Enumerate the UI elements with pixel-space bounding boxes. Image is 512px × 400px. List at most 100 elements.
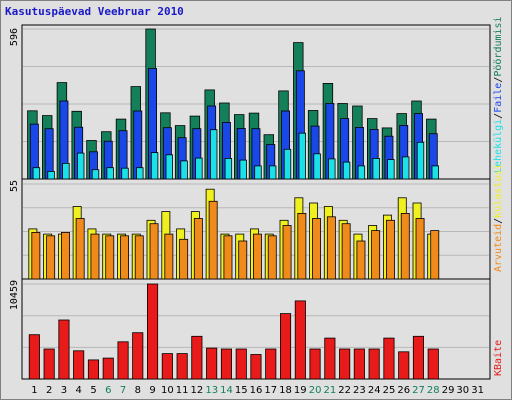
bar-kbaite-day-1 <box>28 334 40 380</box>
day-label-29: 29 <box>442 385 455 396</box>
bar-arvuteid-day-14 <box>223 235 233 280</box>
legend-bottom: KBaite <box>493 340 504 376</box>
legend-sites: Arvuteid <box>493 224 504 272</box>
day-label-18: 18 <box>279 385 292 396</box>
day-label-3: 3 <box>61 385 67 396</box>
bar-arvuteid-day-1 <box>31 231 41 280</box>
bar-lehekülgi-day-7 <box>121 167 129 180</box>
bar-arvuteid-day-6 <box>105 235 115 280</box>
bar-kbaite-day-3 <box>58 319 70 380</box>
bar-kbaite-day-5 <box>87 359 100 380</box>
bar-arvuteid-day-10 <box>164 233 174 280</box>
bars-layer <box>27 28 440 380</box>
bar-arvuteid-day-18 <box>282 225 292 280</box>
legend-mid: Arvuteid/Külastusi <box>493 164 504 272</box>
bar-lehekülgi-day-18 <box>283 148 292 180</box>
bar-arvuteid-day-9 <box>149 223 159 280</box>
legend-sep: / <box>493 113 504 119</box>
day-label-14: 14 <box>220 385 233 396</box>
day-label-25: 25 <box>383 385 396 396</box>
bar-lehekülgi-day-26 <box>401 156 410 180</box>
day-label-19: 19 <box>294 385 307 396</box>
bar-lehekülgi-day-13 <box>209 129 218 180</box>
bar-kbaite-day-9 <box>146 283 159 380</box>
day-label-7: 7 <box>120 385 126 396</box>
legend-hits: Pöördumisi <box>493 16 504 76</box>
bar-lehekülgi-day-1 <box>32 167 41 180</box>
bar-lehekülgi-day-14 <box>224 157 233 180</box>
bar-lehekülgi-day-4 <box>77 152 85 180</box>
legend-files: Faile <box>493 83 504 113</box>
day-label-2: 2 <box>46 385 52 396</box>
bar-kbaite-day-13 <box>206 347 218 380</box>
bar-arvuteid-day-20 <box>312 218 322 280</box>
day-label-22: 22 <box>338 385 351 396</box>
bar-arvuteid-day-21 <box>326 216 336 280</box>
bar-kbaite-day-8 <box>132 332 144 380</box>
bar-kbaite-day-28 <box>427 348 439 380</box>
bar-arvuteid-day-4 <box>75 218 85 280</box>
bar-lehekülgi-day-24 <box>372 157 380 180</box>
bar-kbaite-day-21 <box>324 337 336 380</box>
bar-lehekülgi-day-16 <box>254 165 262 180</box>
day-labels: 1 2 3 4 5 6 7 8 9 10 11 12 13 14 15 16 17 18 19 20 21 22 23 24 2… <box>31 385 484 396</box>
bar-arvuteid-day-13 <box>208 200 218 280</box>
day-label-9: 9 <box>149 385 155 396</box>
chart-title: Kasutuspäevad Veebruar 2010 <box>5 5 184 18</box>
bar-lehekülgi-day-23 <box>357 165 366 180</box>
bar-arvuteid-day-16 <box>252 233 262 280</box>
bar-kbaite-day-18 <box>279 313 292 380</box>
bar-kbaite-day-11 <box>176 353 188 380</box>
bar-kbaite-day-16 <box>250 354 262 380</box>
bar-kbaite-day-10 <box>161 353 173 380</box>
day-label-23: 23 <box>353 385 366 396</box>
bar-arvuteid-day-5 <box>90 233 100 280</box>
bar-lehekülgi-day-3 <box>62 162 70 180</box>
bar-arvuteid-day-22 <box>341 223 351 280</box>
bar-arvuteid-day-11 <box>179 238 189 280</box>
day-label-28: 28 <box>427 385 440 396</box>
day-label-8: 8 <box>135 385 141 396</box>
bar-kbaite-day-20 <box>309 348 321 380</box>
bar-lehekülgi-day-21 <box>328 158 336 180</box>
bar-kbaite-day-23 <box>353 348 365 380</box>
bar-kbaite-day-25 <box>383 337 395 380</box>
bar-arvuteid-day-26 <box>400 212 410 280</box>
bar-kbaite-day-19 <box>294 300 306 380</box>
day-label-6: 6 <box>105 385 111 396</box>
bar-arvuteid-day-3 <box>61 231 70 280</box>
day-label-15: 15 <box>235 385 248 396</box>
bar-kbaite-day-15 <box>235 348 247 380</box>
bar-lehekülgi-day-28 <box>431 165 439 180</box>
bar-lehekülgi-day-9 <box>150 152 159 180</box>
bar-lehekülgi-day-5 <box>91 169 100 180</box>
bar-lehekülgi-day-25 <box>387 159 395 180</box>
day-label-26: 26 <box>397 385 410 396</box>
bar-arvuteid-day-15 <box>238 240 248 280</box>
legend-pages: Lehekülgi <box>493 119 504 173</box>
legend-top: Lehekülgi/Faile/Pöördumisi <box>493 16 504 173</box>
day-label-30: 30 <box>456 385 469 396</box>
bar-kbaite-day-14 <box>220 348 233 380</box>
bottom-max-label: 10459 <box>9 280 20 310</box>
bar-arvuteid-day-24 <box>371 230 381 280</box>
bar-lehekülgi-day-15 <box>239 159 247 180</box>
bar-kbaite-day-7 <box>117 341 129 380</box>
bar-kbaite-day-4 <box>73 350 85 380</box>
bar-kbaite-day-26 <box>398 351 410 380</box>
legend-sep: / <box>493 77 504 83</box>
day-label-16: 16 <box>250 385 263 396</box>
day-label-11: 11 <box>176 385 189 396</box>
bar-arvuteid-day-19 <box>297 212 307 280</box>
bar-lehekülgi-day-12 <box>195 157 203 180</box>
legend-visits: Külastusi <box>493 164 504 218</box>
bar-lehekülgi-day-11 <box>180 160 188 180</box>
bar-arvuteid-day-25 <box>385 219 395 280</box>
bar-lehekülgi-day-8 <box>136 167 144 180</box>
day-label-12: 12 <box>191 385 204 396</box>
bar-arvuteid-day-12 <box>193 218 203 280</box>
day-label-5: 5 <box>90 385 96 396</box>
bar-arvuteid-day-2 <box>46 235 56 280</box>
bar-lehekülgi-day-22 <box>342 161 351 180</box>
